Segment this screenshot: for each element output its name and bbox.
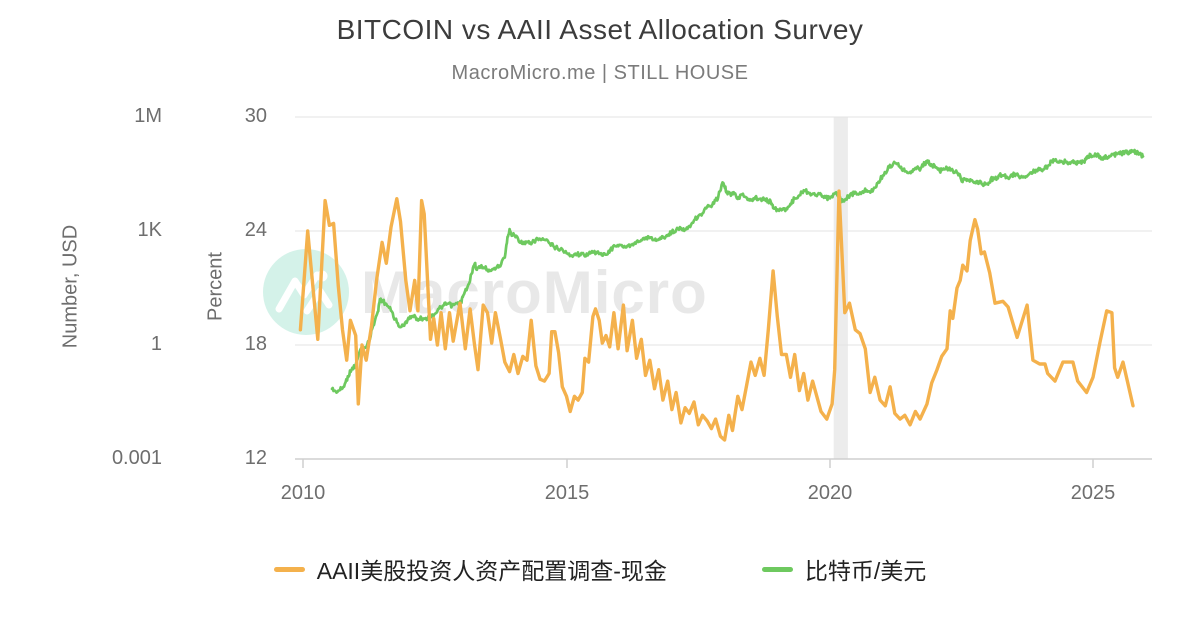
usd-tick-label: 1M [134,105,162,127]
bitcoin-line[interactable] [330,148,1145,394]
usd-tick-label: 0.001 [111,447,162,469]
bitcoin-swatch-icon [761,566,793,572]
legend-label-bitcoin: 比特币/美元 [804,558,927,584]
usd-tick-label: 1 [150,333,162,355]
legend-label-aaii-cash: AAII美股投资人资产配置调查-现金 [316,558,667,584]
usd-tick-label: 1K [137,219,162,241]
chart-title: BITCOIN vs AAII Asset Allocation Survey [336,14,864,45]
x-tick-label: 2010 [280,482,326,504]
percent-tick-label: 12 [244,447,267,469]
legend-item-aaii-cash[interactable]: AAII美股投资人资产配置调查-现金 [273,552,667,586]
x-tick-label: 2020 [807,482,853,504]
x-tick-label: 2015 [544,482,590,504]
x-tick-label: 2025 [1070,482,1116,504]
percent-tick-label: 24 [244,219,267,241]
percent-tick-label: 30 [244,105,267,127]
chart-subtitle: MacroMicro.me | STILL HOUSE [451,62,749,84]
aaii-cash-swatch-icon [273,566,305,572]
percent-tick-label: 18 [244,333,267,355]
legend: AAII美股投资人资产配置调查-现金 比特币/美元 [0,552,1200,586]
legend-item-bitcoin[interactable]: 比特币/美元 [761,552,927,586]
aaii-cash-line[interactable] [298,189,1135,442]
